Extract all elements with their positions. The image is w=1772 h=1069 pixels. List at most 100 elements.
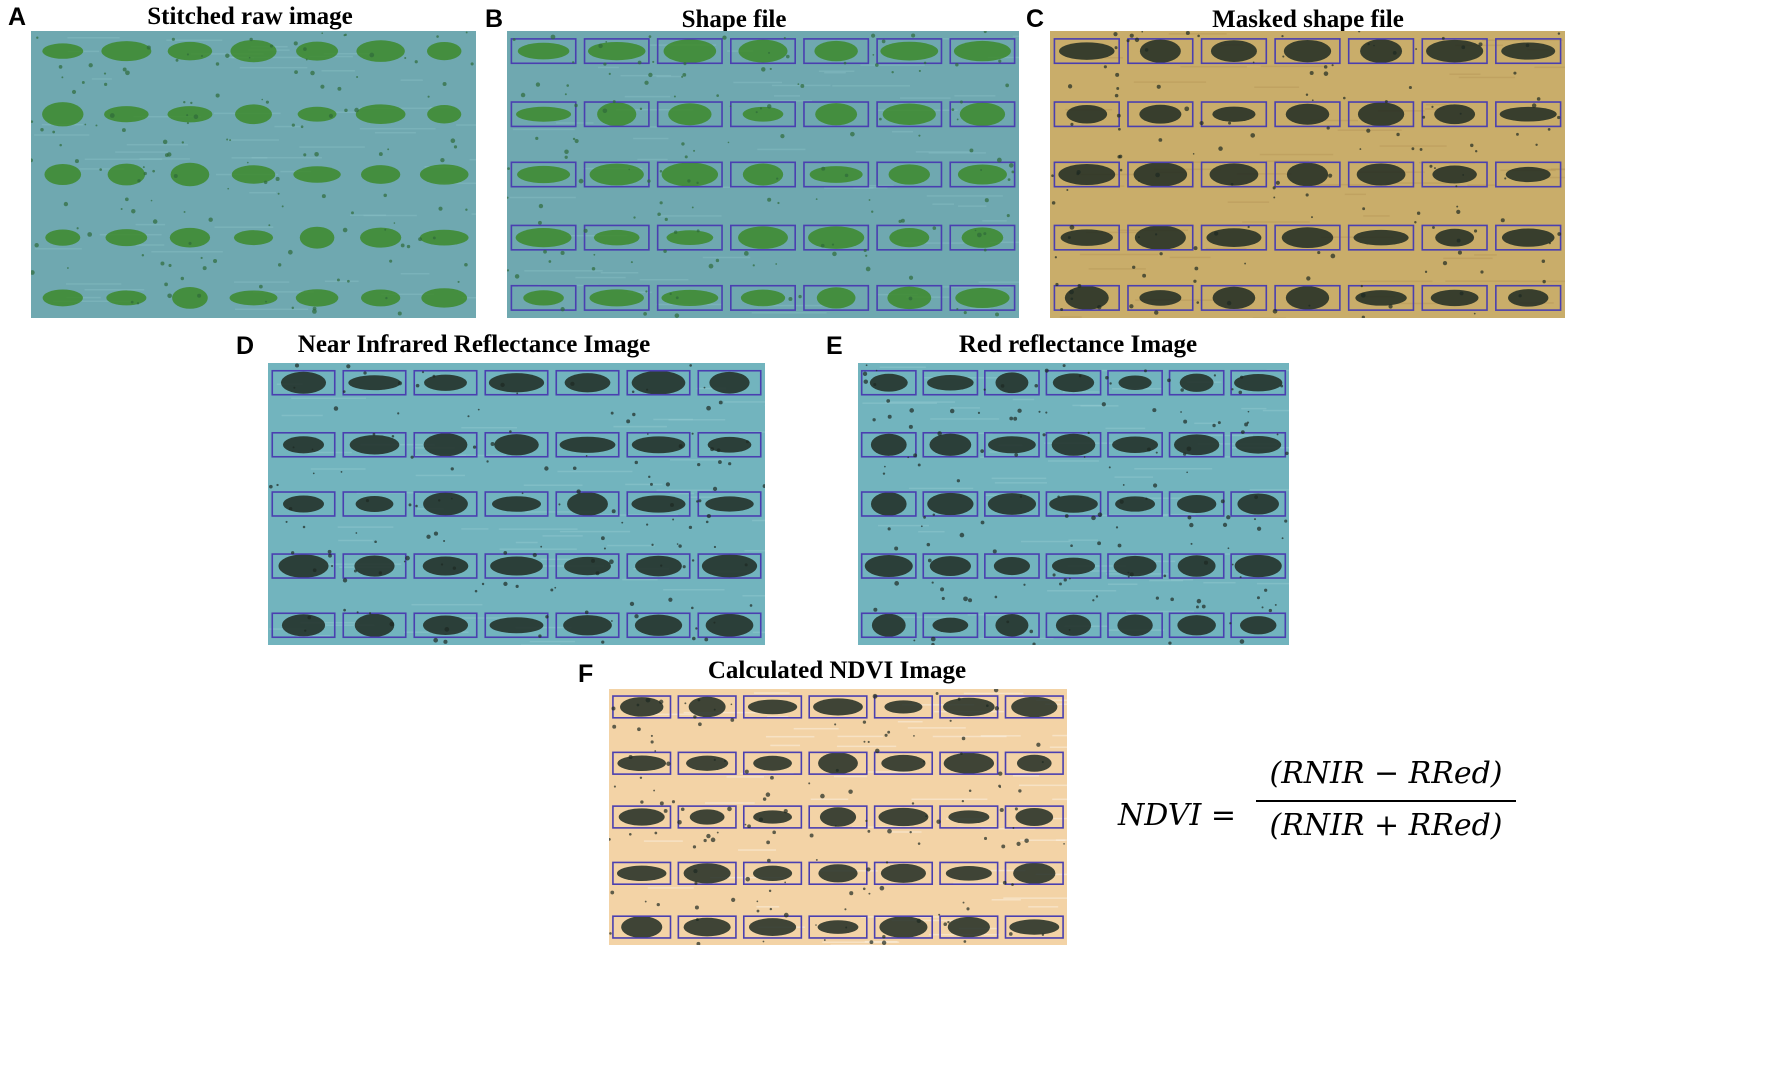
speck: [665, 482, 671, 487]
speck: [868, 892, 871, 895]
plot-boundary: [730, 161, 796, 188]
speck: [572, 137, 576, 141]
crop-canopy: [818, 864, 858, 883]
speck: [1083, 456, 1086, 458]
speck: [1070, 297, 1074, 301]
speck: [465, 31, 468, 34]
speck: [183, 210, 186, 213]
speck: [1459, 291, 1464, 296]
speck: [916, 918, 921, 924]
speck: [654, 750, 657, 752]
texture-streak: [1205, 247, 1247, 250]
speck: [1557, 32, 1561, 35]
speck: [628, 755, 633, 760]
speck: [443, 639, 448, 644]
plot-boundary: [271, 431, 336, 458]
speck: [601, 640, 605, 644]
speck: [1442, 261, 1448, 266]
crop-canopy: [957, 164, 1007, 185]
speck: [609, 932, 612, 935]
crop-canopy: [635, 555, 682, 577]
speck: [327, 549, 332, 554]
speck: [671, 800, 676, 804]
speck: [872, 53, 875, 56]
speck: [610, 620, 613, 622]
texture-streak: [524, 511, 602, 513]
crop-canopy: [880, 863, 926, 883]
texture-streak: [1550, 168, 1565, 170]
speck: [999, 807, 1004, 813]
texture-streak: [91, 78, 112, 80]
texture-streak: [963, 692, 1024, 695]
texture-streak: [607, 544, 655, 547]
speck: [887, 414, 892, 419]
texture-streak: [133, 115, 201, 118]
plot-boundary: [1421, 101, 1488, 128]
crop-canopy: [494, 434, 539, 456]
plot-boundary: [1004, 915, 1064, 939]
crop-canopy: [169, 227, 211, 248]
crop-canopy: [809, 166, 863, 183]
crop-canopy: [1426, 39, 1484, 63]
crop-canopy: [1011, 696, 1058, 718]
speck: [261, 98, 264, 101]
speck: [99, 168, 102, 171]
speck: [1002, 880, 1007, 885]
plot-boundary: [413, 431, 478, 458]
speck: [1542, 279, 1546, 284]
speck: [908, 424, 913, 429]
speck: [980, 169, 983, 171]
speck: [644, 80, 649, 85]
speck: [963, 596, 968, 602]
texture-streak: [1080, 405, 1119, 407]
speck: [873, 607, 878, 612]
speck: [1456, 209, 1461, 214]
plot-boundary: [922, 553, 979, 579]
texture-streak: [126, 143, 188, 146]
speck: [405, 555, 410, 561]
texture-streak: [529, 640, 575, 643]
speck: [1193, 279, 1197, 283]
speck: [821, 166, 826, 171]
speck: [1192, 153, 1195, 155]
texture-streak: [726, 776, 765, 778]
speck: [507, 167, 510, 171]
speck: [538, 203, 544, 209]
crop-canopy: [661, 162, 719, 187]
speck: [1229, 622, 1232, 625]
speck: [337, 86, 342, 91]
speck: [1256, 596, 1260, 600]
speck: [1240, 375, 1244, 379]
plot-boundary: [271, 612, 336, 639]
speck: [691, 206, 694, 209]
crop-canopy: [815, 103, 858, 126]
plot-boundary: [876, 224, 943, 251]
speck: [1032, 642, 1036, 645]
plot-boundary: [1274, 38, 1341, 65]
texture-streak: [950, 407, 980, 409]
texture-streak: [767, 716, 789, 718]
speck: [1240, 430, 1245, 435]
texture-streak: [663, 588, 725, 591]
plot-boundary: [1230, 491, 1287, 517]
texture-streak: [724, 401, 765, 403]
speck: [1117, 543, 1122, 548]
texture-streak: [670, 492, 695, 495]
texture-streak: [1052, 734, 1067, 737]
speck: [342, 227, 348, 233]
speck: [986, 704, 989, 708]
speck: [710, 837, 716, 843]
speck: [1228, 121, 1232, 125]
texture-streak: [833, 775, 868, 778]
speck: [215, 62, 220, 66]
crop-canopy: [995, 614, 1029, 637]
speck: [1455, 185, 1458, 188]
speck: [344, 108, 348, 113]
texture-streak: [251, 156, 322, 159]
texture-streak: [1445, 280, 1519, 282]
speck: [1091, 515, 1096, 521]
speck: [949, 408, 955, 414]
plot-boundary: [1045, 431, 1102, 458]
speck: [591, 266, 596, 271]
panel-e-title: Red reflectance Image: [958, 331, 1198, 358]
